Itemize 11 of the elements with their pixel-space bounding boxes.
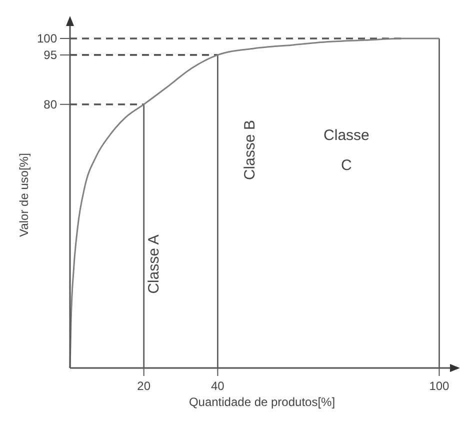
y-axis-title: Valor de uso[%] bbox=[17, 153, 31, 237]
y-tick-label: 95 bbox=[44, 48, 58, 62]
y-tick-label: 80 bbox=[44, 97, 58, 112]
annotation: Classe A bbox=[145, 234, 162, 294]
x-tick-label: 40 bbox=[211, 379, 225, 393]
x-tick-label: 100 bbox=[429, 379, 450, 393]
y-tick-label: 100 bbox=[36, 31, 58, 46]
annotation: Classe C bbox=[324, 127, 370, 174]
x-axis-title: Quantidade de produtos[%] bbox=[188, 395, 336, 409]
annotation: Classe B bbox=[241, 120, 258, 180]
x-tick-label: 20 bbox=[137, 379, 151, 393]
